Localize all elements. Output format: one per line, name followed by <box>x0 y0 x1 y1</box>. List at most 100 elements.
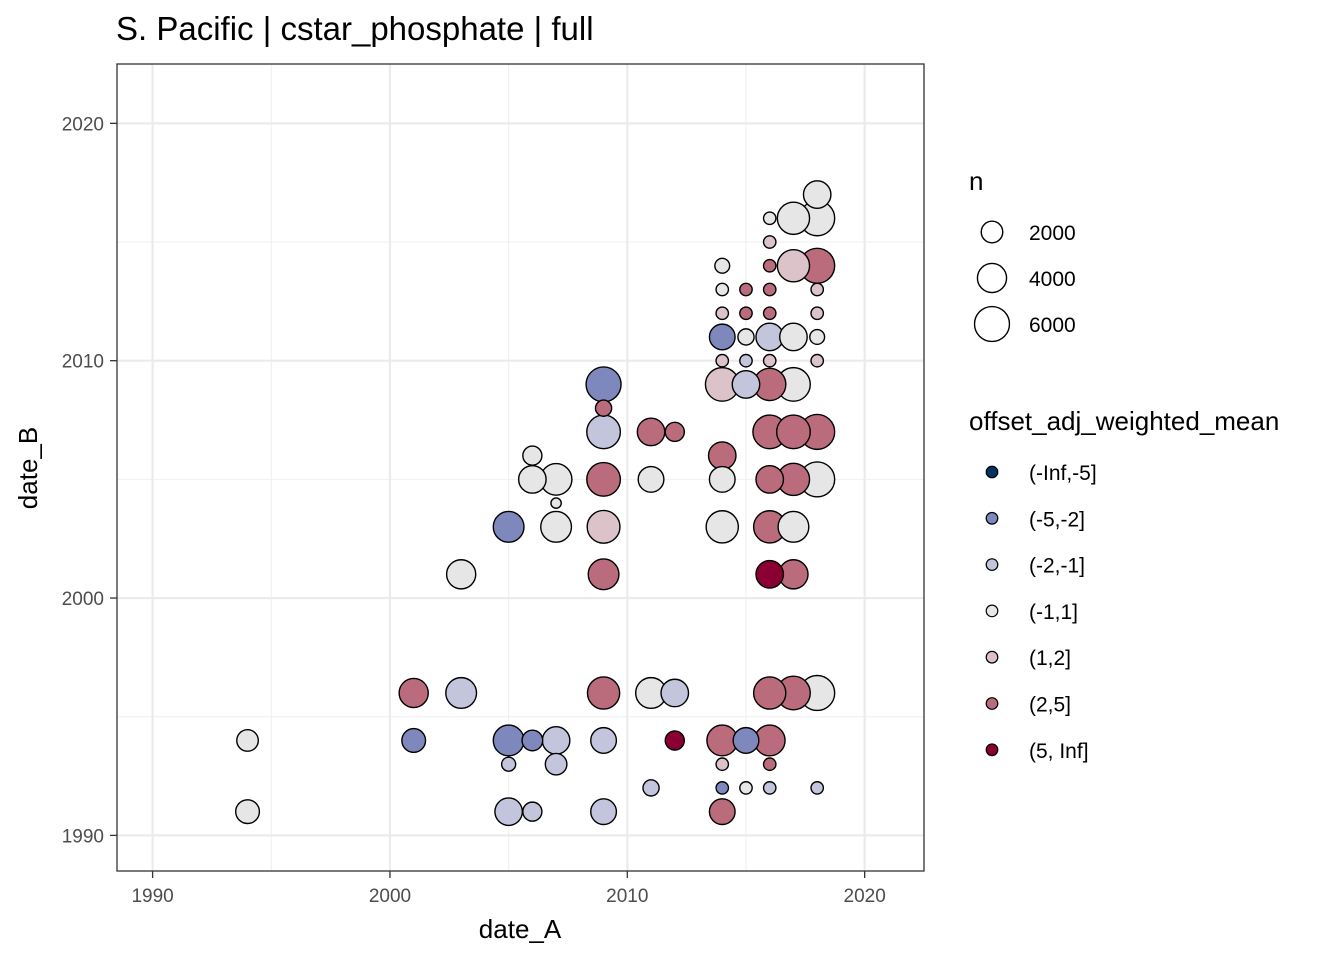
x-axis-title: date_A <box>479 914 562 944</box>
color-legend-title: offset_adj_weighted_mean <box>969 406 1279 436</box>
data-point <box>762 258 777 273</box>
data-point <box>585 366 622 403</box>
data-point <box>522 801 543 822</box>
y-tick-label: 1990 <box>62 826 104 847</box>
size-legend-key <box>980 220 1004 244</box>
data-point <box>586 676 621 710</box>
color-legend-label: (-Inf,-5] <box>1029 462 1097 485</box>
data-point <box>445 676 478 710</box>
data-point <box>802 180 832 209</box>
color-legend-key <box>985 511 999 525</box>
y-tick-label: 2020 <box>62 114 104 135</box>
data-point <box>755 559 785 589</box>
data-point <box>776 201 811 236</box>
data-points <box>234 180 836 827</box>
data-point <box>810 306 825 321</box>
x-tick-label: 1990 <box>131 886 173 907</box>
color-legend-label: (1,2] <box>1029 647 1071 670</box>
data-point <box>664 730 686 751</box>
data-point <box>664 421 686 443</box>
data-point <box>550 497 562 509</box>
data-point <box>587 558 620 591</box>
data-point <box>762 235 777 249</box>
data-point <box>594 399 613 417</box>
x-tick-label: 2000 <box>369 886 411 907</box>
data-point <box>398 677 429 709</box>
data-point <box>755 464 785 494</box>
size-legend-title: n <box>969 166 983 196</box>
data-point <box>715 781 730 795</box>
x-tick-label: 2010 <box>606 886 648 907</box>
color-legend-key <box>985 465 999 479</box>
data-point <box>752 676 787 710</box>
data-point <box>586 509 621 544</box>
data-point <box>234 799 261 825</box>
data-point <box>737 328 755 346</box>
data-point <box>401 727 427 754</box>
data-point <box>779 322 808 352</box>
data-point <box>494 797 524 827</box>
data-point <box>540 510 573 543</box>
data-point <box>762 757 777 772</box>
data-point <box>809 328 826 346</box>
color-legend-key <box>985 743 999 757</box>
size-legend-key <box>976 262 1008 294</box>
y-axis-title: date_B <box>13 427 43 509</box>
data-point <box>517 464 547 494</box>
color-legend-key <box>985 558 999 571</box>
size-legend-key <box>973 305 1011 343</box>
data-point <box>810 781 825 795</box>
data-point <box>762 211 777 226</box>
data-point <box>776 248 811 283</box>
data-point <box>236 728 260 752</box>
data-point <box>714 257 731 274</box>
data-point <box>544 752 568 776</box>
data-point <box>810 282 825 297</box>
size-legend: n 2000 4000 6000 <box>969 166 1076 343</box>
data-point <box>739 353 753 368</box>
color-legend-label: (-5,-2] <box>1029 508 1085 531</box>
color-legend: offset_adj_weighted_mean (-Inf,-5] (-5,-2… <box>969 406 1279 763</box>
data-point <box>445 559 477 590</box>
panel-border <box>116 63 925 872</box>
size-legend-label: 6000 <box>1029 314 1076 337</box>
color-legend-key <box>985 697 999 710</box>
data-point <box>500 756 517 772</box>
data-point <box>586 461 622 497</box>
color-legend-key <box>985 650 999 664</box>
color-legend-key <box>985 604 999 618</box>
y-tick-label: 2010 <box>62 352 104 373</box>
data-point <box>586 414 622 450</box>
data-point <box>777 510 810 543</box>
x-tick-label: 2020 <box>844 886 886 907</box>
data-point <box>636 417 666 447</box>
data-point <box>522 445 543 466</box>
size-legend-label: 2000 <box>1029 222 1076 245</box>
chart-title: S. Pacific | cstar_phosphate | full <box>116 10 594 47</box>
data-point <box>521 729 544 752</box>
data-point <box>810 353 825 368</box>
data-point <box>541 726 571 755</box>
data-point <box>660 678 690 708</box>
axes: 1990 2000 2010 2020 1990 2000 2010 2020 <box>62 114 886 907</box>
data-point <box>762 353 777 368</box>
data-point <box>715 757 730 772</box>
data-point <box>762 781 777 795</box>
color-legend-label: (-2,-1] <box>1029 555 1085 578</box>
data-point <box>492 510 525 543</box>
size-legend-label: 4000 <box>1029 268 1076 291</box>
data-point <box>492 724 525 757</box>
color-legend-label: (5, Inf] <box>1029 740 1089 763</box>
data-point <box>732 726 760 754</box>
data-point <box>708 798 736 826</box>
data-point <box>590 726 618 754</box>
color-legend-label: (2,5] <box>1029 694 1071 717</box>
y-tick-label: 2000 <box>62 589 104 610</box>
data-point <box>739 282 753 297</box>
data-point <box>715 306 730 321</box>
data-point <box>705 510 740 544</box>
data-point <box>762 306 777 321</box>
data-point <box>708 323 736 351</box>
data-point <box>715 353 730 368</box>
